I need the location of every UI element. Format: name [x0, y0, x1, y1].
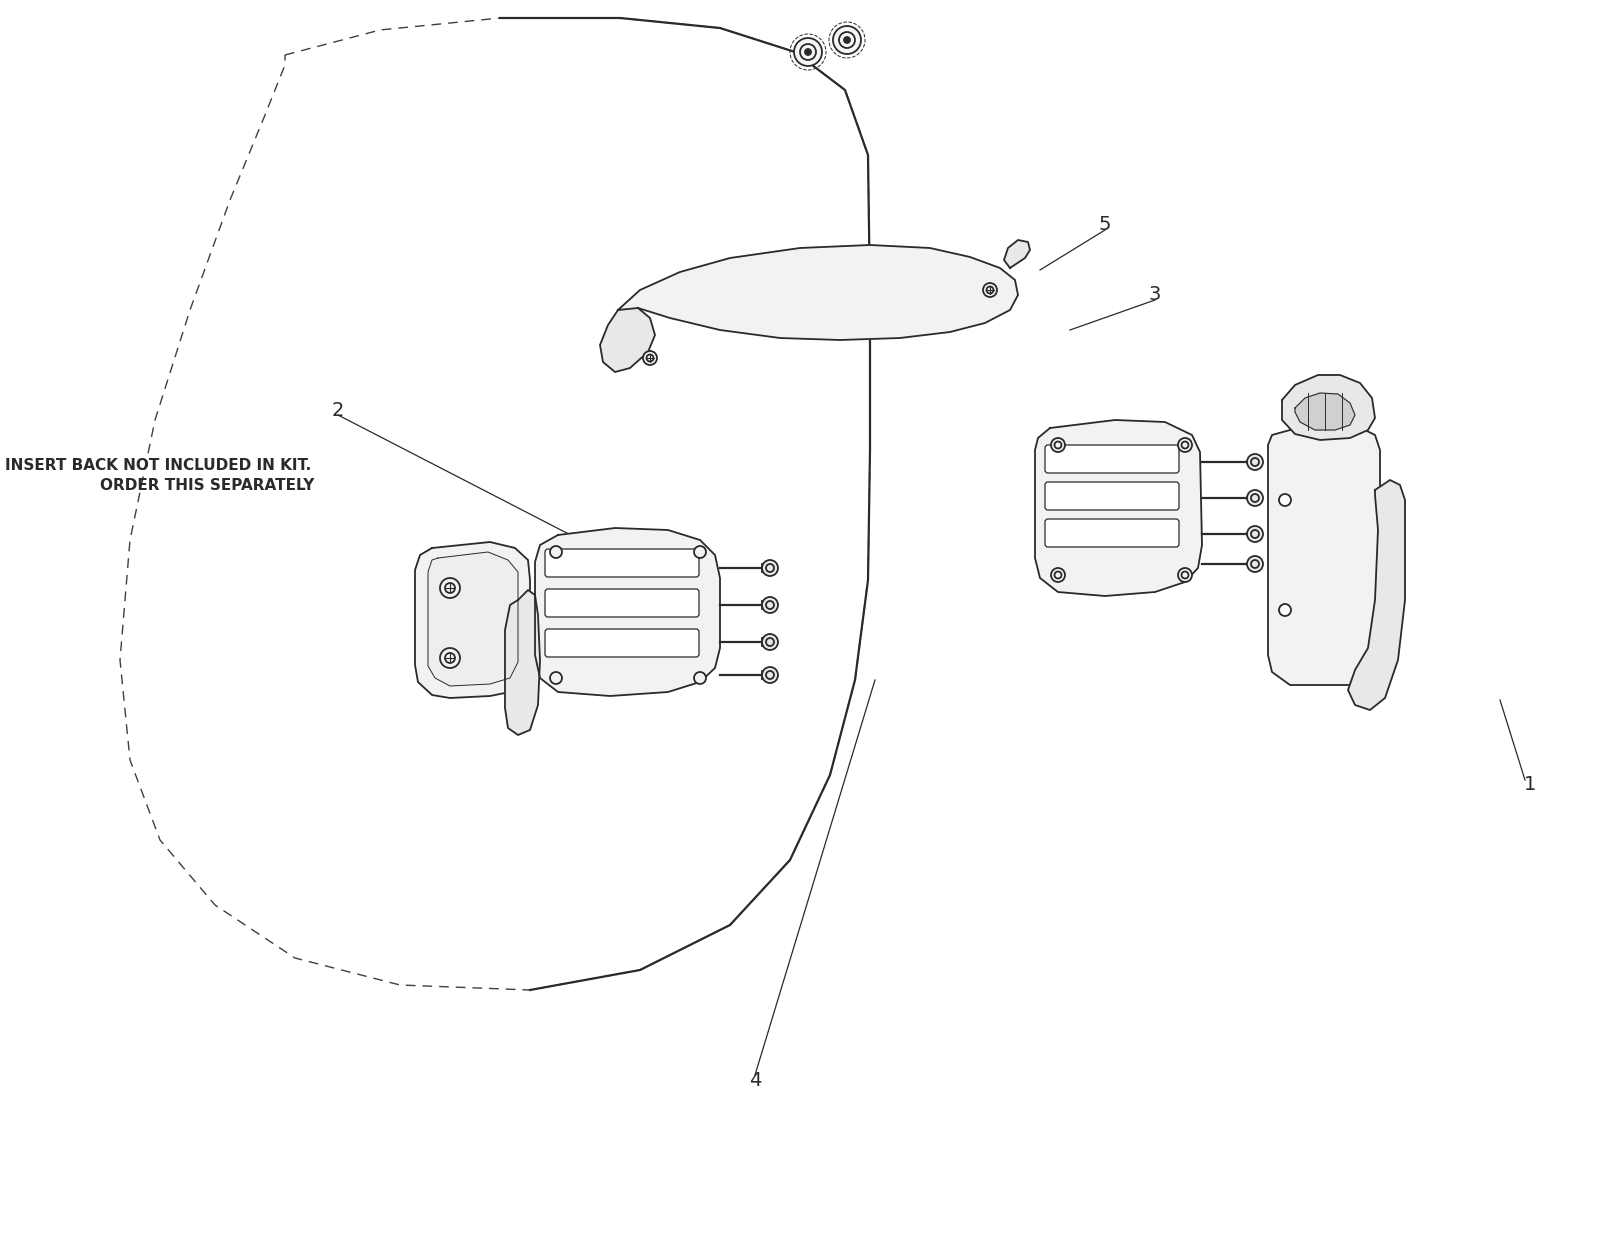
- Circle shape: [440, 649, 461, 668]
- Circle shape: [643, 351, 658, 365]
- Polygon shape: [414, 543, 530, 698]
- Polygon shape: [534, 528, 720, 695]
- Circle shape: [1278, 494, 1291, 506]
- FancyBboxPatch shape: [546, 589, 699, 616]
- Circle shape: [762, 634, 778, 650]
- Circle shape: [982, 284, 997, 297]
- Polygon shape: [506, 591, 541, 735]
- Circle shape: [1051, 568, 1066, 582]
- Circle shape: [1246, 454, 1262, 470]
- Text: ORDER THIS SEPARATELY: ORDER THIS SEPARATELY: [99, 477, 314, 492]
- Circle shape: [1278, 604, 1291, 616]
- Circle shape: [794, 38, 822, 67]
- Circle shape: [694, 672, 706, 684]
- Circle shape: [1178, 438, 1192, 453]
- Polygon shape: [1294, 393, 1355, 430]
- Polygon shape: [618, 245, 1018, 340]
- Circle shape: [550, 672, 562, 684]
- Circle shape: [805, 49, 811, 55]
- Circle shape: [834, 26, 861, 54]
- Circle shape: [440, 578, 461, 598]
- Polygon shape: [600, 308, 654, 372]
- Circle shape: [550, 546, 562, 559]
- Text: 4: 4: [749, 1070, 762, 1090]
- FancyBboxPatch shape: [1045, 519, 1179, 547]
- Polygon shape: [1267, 425, 1379, 686]
- Circle shape: [1178, 568, 1192, 582]
- Circle shape: [1246, 556, 1262, 572]
- Text: 2: 2: [331, 401, 344, 419]
- Text: 3: 3: [1149, 286, 1162, 305]
- FancyBboxPatch shape: [1045, 482, 1179, 510]
- Circle shape: [762, 667, 778, 683]
- FancyBboxPatch shape: [546, 549, 699, 577]
- Polygon shape: [1282, 375, 1374, 440]
- Circle shape: [1246, 490, 1262, 506]
- Text: 1: 1: [1523, 776, 1536, 794]
- Circle shape: [762, 560, 778, 576]
- Circle shape: [1246, 526, 1262, 543]
- Polygon shape: [1005, 240, 1030, 268]
- FancyBboxPatch shape: [546, 629, 699, 657]
- Text: INSERT BACK NOT INCLUDED IN KIT.: INSERT BACK NOT INCLUDED IN KIT.: [5, 457, 312, 472]
- Circle shape: [762, 597, 778, 613]
- Circle shape: [845, 37, 850, 43]
- FancyBboxPatch shape: [1045, 445, 1179, 473]
- Polygon shape: [1035, 420, 1202, 596]
- Circle shape: [694, 546, 706, 559]
- Polygon shape: [429, 552, 518, 686]
- Polygon shape: [1347, 480, 1405, 710]
- Circle shape: [1051, 438, 1066, 453]
- Text: 5: 5: [1099, 216, 1112, 234]
